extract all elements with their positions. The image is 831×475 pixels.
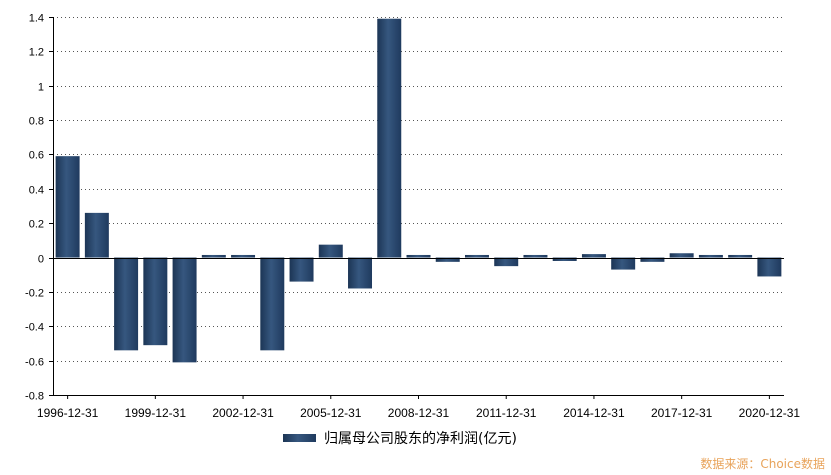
x-tick-label: 2020-12-31 bbox=[739, 406, 801, 420]
bar-2011-12-31 bbox=[494, 257, 519, 267]
x-tick-label: 2011-12-31 bbox=[476, 406, 537, 420]
bar-2016-12-31 bbox=[640, 257, 665, 262]
bar-2000-12-31 bbox=[172, 257, 197, 363]
bar-1999-12-31 bbox=[143, 257, 168, 346]
bar-1998-12-31 bbox=[114, 257, 139, 351]
bar-2006-12-31 bbox=[348, 257, 373, 289]
bar-2020-12-31 bbox=[757, 257, 782, 277]
x-tick-label: 2002-12-31 bbox=[212, 406, 274, 420]
y-tick-label: -0.2 bbox=[25, 288, 44, 300]
bar-2002-12-31 bbox=[231, 254, 256, 258]
bar-2001-12-31 bbox=[201, 254, 226, 258]
axes: 1.4 1.2 1 0.8 0.6 0.4 0.2 0 -0.2 -0.4 -0.6 -0.8 1996… bbox=[25, 13, 800, 421]
bar-2003-12-31 bbox=[260, 257, 285, 351]
bar-1996-12-31 bbox=[55, 156, 80, 258]
y-tick-label: 0.8 bbox=[29, 116, 44, 128]
bar-2019-12-31 bbox=[728, 254, 753, 258]
bar-2009-12-31 bbox=[435, 257, 460, 262]
bar-1997-12-31 bbox=[84, 212, 109, 258]
source-watermark: 数据来源：Choice数据 bbox=[700, 457, 825, 471]
bar-2014-12-31 bbox=[581, 254, 606, 258]
y-tick-label: -0.8 bbox=[25, 391, 44, 403]
y-tick-label: 0 bbox=[38, 254, 44, 266]
y-tick-label: 0.4 bbox=[29, 185, 44, 197]
bar-2015-12-31 bbox=[611, 257, 636, 270]
x-tick-label: 2008-12-31 bbox=[388, 406, 450, 420]
y-tick-label: 0.6 bbox=[29, 150, 44, 162]
y-tick-label: 1 bbox=[38, 82, 44, 94]
bar-2005-12-31 bbox=[318, 244, 343, 258]
y-tick-label: -0.4 bbox=[25, 322, 44, 334]
bar-2017-12-31 bbox=[669, 253, 694, 258]
bar-2012-12-31 bbox=[523, 254, 548, 258]
legend-swatch bbox=[283, 434, 316, 442]
x-tick-label: 1999-12-31 bbox=[125, 406, 187, 420]
bar-2008-12-31 bbox=[406, 254, 431, 258]
x-tick-label: 2014-12-31 bbox=[563, 406, 625, 420]
y-tick-label: 1.2 bbox=[29, 47, 44, 59]
bar-2013-12-31 bbox=[552, 257, 577, 261]
y-tick-label: 0.2 bbox=[29, 219, 44, 231]
legend: 归属母公司股东的净利润(亿元) bbox=[283, 430, 517, 447]
bar-2007-12-31 bbox=[377, 18, 402, 258]
bar-2018-12-31 bbox=[698, 254, 723, 258]
y-tick-label: -0.6 bbox=[25, 357, 44, 369]
x-tick-label: 2017-12-31 bbox=[651, 406, 713, 420]
x-tick-label: 1996-12-31 bbox=[37, 406, 99, 420]
y-tick-label: 1.4 bbox=[29, 13, 44, 25]
x-tick-label: 2005-12-31 bbox=[300, 406, 362, 420]
legend-label: 归属母公司股东的净利润(亿元) bbox=[324, 430, 517, 447]
bar-2010-12-31 bbox=[464, 254, 489, 258]
bar-2004-12-31 bbox=[289, 257, 314, 282]
bars bbox=[55, 18, 782, 363]
